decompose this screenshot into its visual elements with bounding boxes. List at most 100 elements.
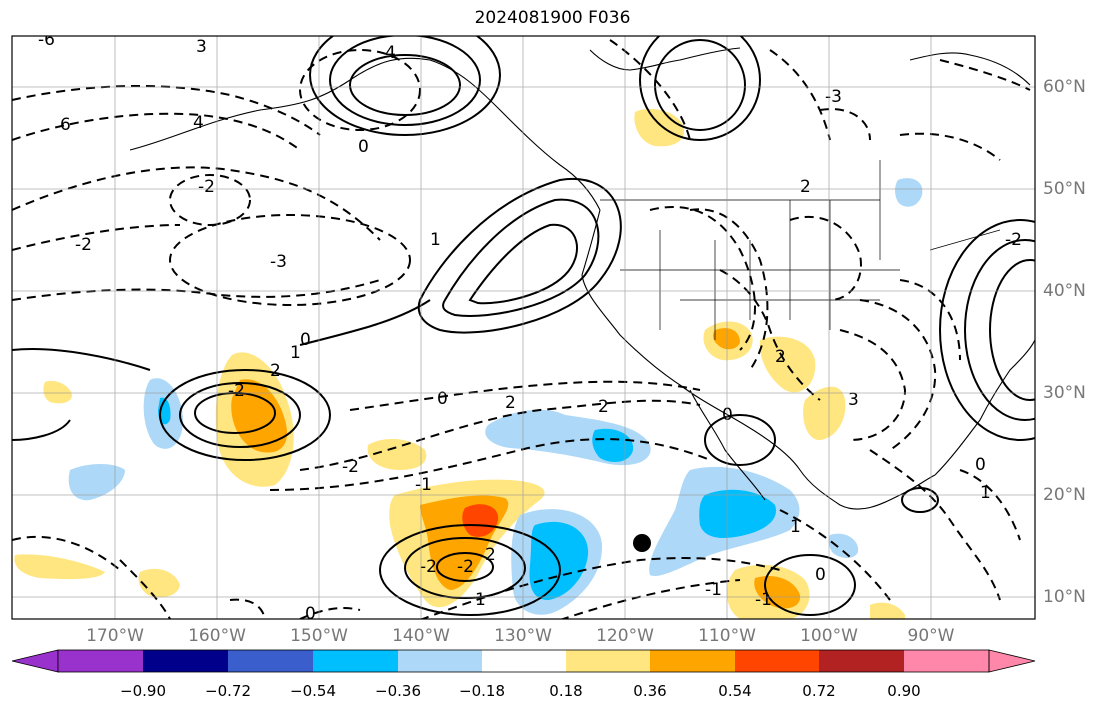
contour-label: 1	[790, 517, 801, 537]
contour-label: 2	[505, 393, 516, 413]
colorbar-bin	[313, 650, 398, 672]
contour-label: -2	[75, 235, 92, 255]
contour-label: 0	[975, 455, 986, 475]
contour-label: 2	[270, 361, 281, 381]
colorbar-bin	[566, 650, 650, 672]
contour-label: 3	[196, 37, 207, 57]
contour-label: 0	[722, 405, 733, 425]
contour-label: -1	[415, 475, 432, 495]
colorbar-frame	[57, 649, 990, 673]
lon-label: 160°W	[188, 626, 246, 646]
contour-labels: -6 6 4 4 3 -3 -3 3 -2 -2 2 -2 -2 2 2 2 1…	[38, 30, 1022, 624]
colorbar-bin	[143, 650, 228, 672]
contour-label: -6	[38, 30, 55, 50]
lon-label: 110°W	[698, 626, 756, 646]
shade-orange-6	[713, 328, 740, 350]
colorbar-tick-label: −0.36	[375, 682, 421, 700]
colorbar-tick-label: −0.72	[205, 682, 251, 700]
contour-label: 0	[305, 604, 316, 624]
shade-red-2	[462, 504, 499, 537]
contour-label: 2	[800, 177, 811, 197]
colorbar-tick-label: 0.18	[549, 682, 583, 700]
colorbar-tick-label: −0.90	[120, 682, 166, 700]
contour-label: -2	[1005, 230, 1022, 250]
contour-label: -3	[270, 252, 287, 272]
map-title: 2024081900 F036	[474, 8, 631, 28]
colorbar-bin	[904, 650, 989, 672]
lon-label: 150°W	[290, 626, 348, 646]
colorbar-bin	[228, 650, 313, 672]
lon-label: 170°W	[86, 626, 144, 646]
contour-label: -1	[755, 590, 772, 610]
positive-contours	[12, 36, 1035, 616]
shade-yellow-7	[759, 336, 816, 393]
shade-yellow-11	[43, 380, 72, 404]
contour-label: 2	[598, 397, 609, 417]
shade-yellow-10	[634, 108, 685, 147]
shade-deepblue-3	[592, 428, 634, 462]
shade-blue-16	[828, 533, 859, 558]
lat-label: 50°N	[1043, 179, 1086, 199]
lon-label: 100°W	[800, 626, 858, 646]
contour-label: 0	[358, 137, 369, 157]
colorbar	[11, 649, 1036, 673]
contour-label: 4	[193, 113, 204, 133]
contour-label: -2	[198, 177, 215, 197]
colorbar-lower-extension	[11, 649, 59, 673]
map-frame	[11, 35, 1036, 620]
contour-label: 1	[980, 483, 991, 503]
contour-label: 4	[385, 43, 396, 63]
colorbar-upper-extension	[988, 649, 1036, 673]
lon-label: 140°W	[392, 626, 450, 646]
contour-label: -3	[825, 87, 842, 107]
shade-yellow-8	[803, 386, 846, 440]
lat-label: 10°N	[1043, 587, 1086, 607]
contour-label: 0	[437, 389, 448, 409]
lat-label: 30°N	[1043, 383, 1086, 403]
state-borders	[600, 160, 1001, 340]
shade-blue-15	[895, 178, 923, 207]
gridlines	[12, 36, 1035, 619]
contour-label: 0	[815, 565, 826, 585]
colorbar-bin	[482, 650, 566, 672]
lon-label: 130°W	[494, 626, 552, 646]
station-dot-marker	[633, 534, 651, 552]
lon-label: 120°W	[596, 626, 654, 646]
shade-blue-12	[68, 464, 125, 501]
colorbar-tick-label: −0.18	[459, 682, 505, 700]
shade-yellow-13	[14, 554, 105, 580]
contour-label: 3	[848, 390, 859, 410]
lon-label: 90°W	[907, 626, 955, 646]
lat-label: 40°N	[1043, 281, 1086, 301]
colorbar-tick-label: 0.72	[802, 682, 836, 700]
colorbar-bin	[58, 650, 143, 672]
contour-label: -2	[457, 557, 474, 577]
contour-label: 2	[485, 545, 496, 565]
contour-label: 0	[300, 330, 311, 350]
contour-label: 1	[430, 230, 441, 250]
contour-label: -1	[705, 580, 722, 600]
shade-yellow-14	[138, 568, 180, 598]
contour-label: -2	[342, 457, 359, 477]
lat-label: 60°N	[1043, 77, 1086, 97]
colorbar-bin	[650, 650, 735, 672]
shade-yellow-9	[367, 438, 427, 470]
contour-label: 1	[290, 343, 301, 363]
contour-label: 2	[775, 347, 786, 367]
colorbar-tick-label: 0.36	[633, 682, 667, 700]
shade-yellow-17	[870, 602, 905, 619]
colorbar-bin	[398, 650, 482, 672]
shade-orange-1	[231, 379, 288, 453]
colorbar-bin	[735, 650, 819, 672]
contour-label: -2	[228, 381, 245, 401]
contour-label: 1	[475, 590, 486, 610]
colorbar-tick-label: −0.54	[290, 682, 336, 700]
colorbar-tick-label: 0.54	[718, 682, 752, 700]
contour-label: -2	[420, 557, 437, 577]
colorbar-bin	[819, 650, 904, 672]
contour-label: 6	[60, 115, 71, 135]
lat-label: 20°N	[1043, 485, 1086, 505]
colorbar-tick-label: 0.90	[887, 682, 921, 700]
shade-deepblue-4	[699, 489, 776, 538]
